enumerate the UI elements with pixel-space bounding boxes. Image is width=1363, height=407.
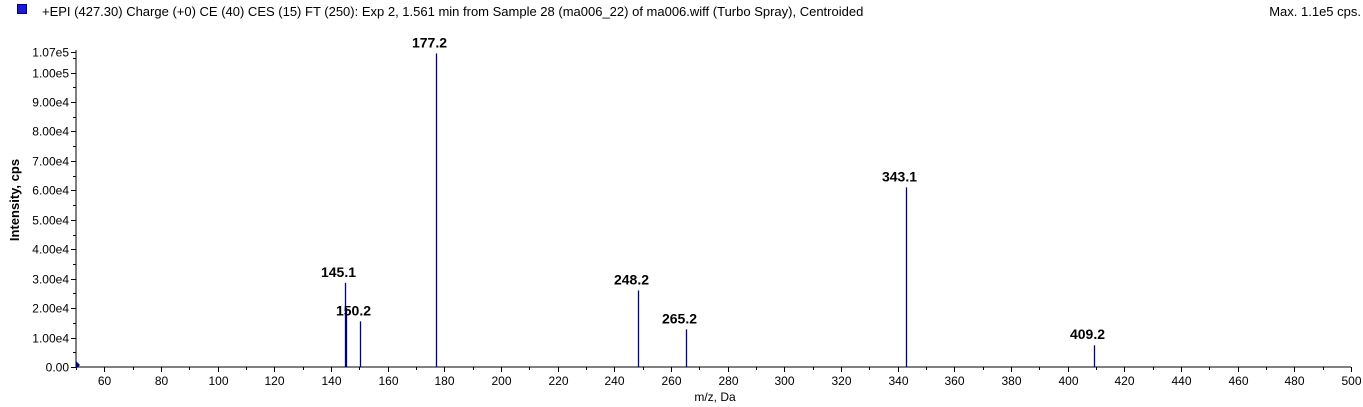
y-tick-label: 1.00e4 (32, 332, 69, 346)
x-tick-label: 240 (604, 374, 624, 388)
x-tick-label: 180 (434, 374, 454, 388)
max-intensity-label: Max. 1.1e5 cps. (1269, 4, 1361, 19)
x-tick-label: 160 (378, 374, 398, 388)
peak-label-248.2: 248.2 (614, 271, 649, 287)
peak-label-177.2: 177.2 (412, 34, 447, 50)
x-tick-label: 380 (1001, 374, 1021, 388)
x-tick-label: 400 (1058, 374, 1078, 388)
y-axis-title: Intensity, cps (7, 159, 22, 241)
x-axis-title: m/z, Da (694, 390, 736, 404)
x-tick-label: 440 (1171, 374, 1191, 388)
x-tick-label: 460 (1228, 374, 1248, 388)
y-tick-label: 2.00e4 (32, 302, 69, 316)
y-tick-label: 6.00e4 (32, 184, 69, 198)
axes-group: 0.00 1.00e4 2.00e4 3.00e4 4.00e4 5.00e4 6.00e4… (32, 46, 1362, 389)
x-tick-label: 500 (1341, 374, 1361, 388)
peak-label-265.2: 265.2 (662, 310, 697, 326)
x-tick-label: 340 (888, 374, 908, 388)
x-tick-label: 140 (321, 374, 341, 388)
x-tick-label: 360 (944, 374, 964, 388)
y-tick-label: 8.00e4 (32, 125, 69, 139)
y-tick-label: 4.00e4 (32, 243, 69, 257)
x-tick-label: 280 (718, 374, 738, 388)
x-tick-label: 200 (491, 374, 511, 388)
y-tick-label: 1.00e5 (32, 67, 69, 81)
chart-header: +EPI (427.30) Charge (+0) CE (40) CES (1… (0, 0, 1363, 22)
x-tick-label: 420 (1114, 374, 1134, 388)
series-legend-swatch[interactable] (17, 4, 27, 14)
x-tick-label: 300 (774, 374, 794, 388)
x-tick-label: 480 (1284, 374, 1304, 388)
x-tick-label: 100 (208, 374, 228, 388)
peaks-group (344, 53, 1096, 367)
y-tick-label: 3.00e4 (32, 273, 69, 287)
x-tick-label: 120 (264, 374, 284, 388)
y-tick-label: 9.00e4 (32, 96, 69, 110)
peak-label-343.1: 343.1 (882, 168, 917, 184)
y-tick-label: 7.00e4 (32, 155, 69, 169)
peak-labels-group: 145.1 150.2 177.2 248.2 265.2 343.1 409.2 (321, 34, 1105, 342)
y-tick-label: 1.07e5 (32, 46, 69, 60)
origin-marker-icon (76, 361, 80, 369)
x-tick-label: 220 (548, 374, 568, 388)
peak-label-150.2: 150.2 (336, 302, 371, 318)
chart-title: +EPI (427.30) Charge (+0) CE (40) CES (1… (42, 4, 864, 19)
x-tick-label: 60 (98, 374, 112, 388)
y-tick-label: 0.00 (46, 361, 70, 375)
y-tick-label: 5.00e4 (32, 214, 69, 228)
x-tick-label: 260 (661, 374, 681, 388)
peak-label-145.1: 145.1 (321, 264, 356, 280)
x-tick-label: 320 (831, 374, 851, 388)
x-tick-label: 80 (155, 374, 169, 388)
peak-label-409.2: 409.2 (1070, 326, 1105, 342)
